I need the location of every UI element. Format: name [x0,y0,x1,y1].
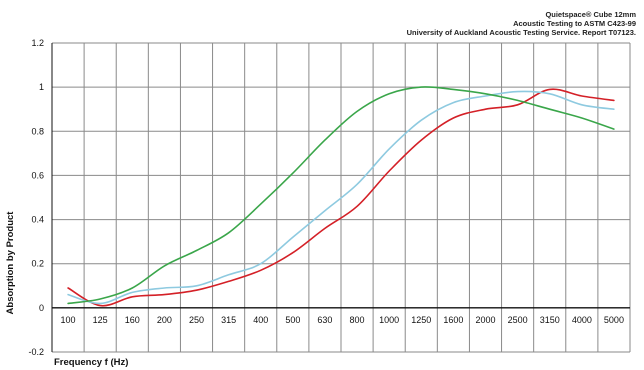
y-axis-label: Absorption by Product [5,211,16,315]
x-tick-label: 3150 [540,315,560,325]
y-tick-label: 0.6 [31,170,44,180]
x-tick-label: 1000 [379,315,399,325]
y-tick-label: 1.2 [31,38,44,48]
series-line-blue [67,90,615,305]
y-tick-label: 1 [39,82,44,92]
x-tick-labels: 100 125 160 200 250 315 400 500 630 800 1000 1250 16… [61,315,624,325]
chart-header-line-2: Acoustic Testing to ASTM C423-99 [513,19,636,28]
y-tick-labels: -0.2 0 0.2 0.4 0.6 0.8 1 1.2 [28,38,44,357]
series-line-green [67,86,615,305]
x-tick-label: 400 [253,315,268,325]
x-tick-label: 200 [157,315,172,325]
x-tick-label: 5000 [604,315,624,325]
x-tick-label: 4000 [572,315,592,325]
x-tick-label: 125 [93,315,108,325]
x-tick-label: 315 [221,315,236,325]
x-tick-label: 160 [125,315,140,325]
chart-header-line-1: Quietspace® Cube 12mm [545,10,636,19]
x-tick-label: 2500 [508,315,528,325]
series-line-red [67,88,615,307]
x-tick-label: 800 [350,315,365,325]
y-tick-label: 0 [39,303,44,313]
x-tick-label: 250 [189,315,204,325]
x-tick-label: 100 [61,315,76,325]
y-tick-label: 0.2 [31,259,44,269]
x-tick-label: 630 [317,315,332,325]
y-tick-label: 0.8 [31,126,44,136]
chart-series [67,86,615,307]
y-tick-label: -0.2 [28,347,44,357]
y-tick-label: 0.4 [31,215,44,225]
x-axis-label: Frequency f (Hz) [54,357,128,368]
x-tick-label: 500 [285,315,300,325]
chart-axes [51,43,630,352]
x-tick-label: 1250 [411,315,431,325]
chart-header-line-3: University of Auckland Acoustic Testing … [406,28,636,37]
x-tick-label: 1600 [443,315,463,325]
x-tick-label: 2000 [475,315,495,325]
